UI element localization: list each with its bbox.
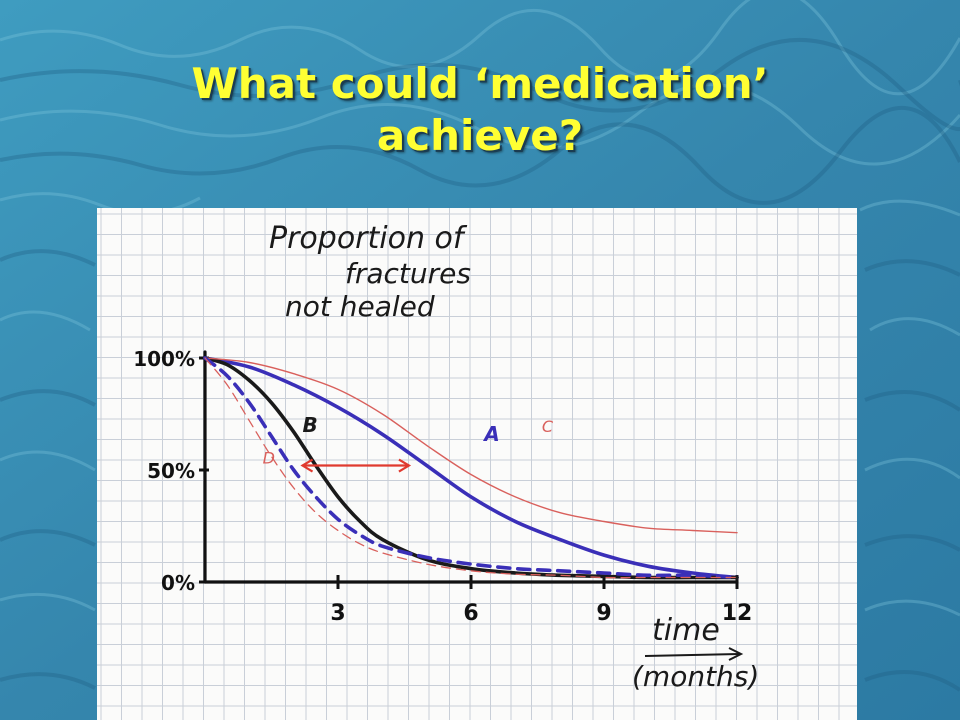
ylabel-line-3: not healed — [285, 290, 435, 323]
y-tick-label: 0% — [161, 571, 195, 595]
ylabel-line-2: fractures — [345, 257, 471, 290]
paper-background — [97, 208, 857, 720]
series-c-label: C — [542, 417, 554, 436]
y-tick-label: 50% — [147, 459, 195, 483]
annotation-group — [300, 458, 412, 473]
series-b-line — [203, 356, 739, 580]
x-tick-label: 3 — [330, 601, 345, 626]
series-a-line — [203, 356, 739, 580]
x-tick-label: 9 — [596, 601, 611, 626]
title-line-2: achieve? — [376, 111, 584, 160]
series-d-line — [204, 357, 738, 579]
arrow-head-right — [398, 458, 412, 473]
arrow-head-left — [300, 458, 314, 473]
xlabel: time — [652, 613, 720, 648]
axes: 100% 50% 0% 3 6 9 12 — [133, 347, 752, 626]
ylabel-line-1: Proportion of — [269, 221, 468, 256]
title-line-1: What could ‘medication’ — [191, 59, 769, 108]
series-dashed-line — [203, 356, 739, 580]
y-tick-label: 100% — [133, 347, 195, 371]
series-d-label: D — [263, 448, 275, 467]
time-arrow — [644, 647, 744, 661]
series-a-label: A — [482, 422, 499, 446]
x-tick-label: 6 — [463, 601, 478, 626]
x-tick-label: 12 — [722, 601, 753, 626]
series-b-label: B — [303, 413, 318, 437]
double-arrow-annotation — [300, 458, 412, 473]
slide-title: What could ‘medication’ achieve? — [0, 58, 960, 162]
xlabel-sub: (months) — [632, 660, 759, 693]
series-group: A B C D — [203, 356, 739, 580]
series-c-line — [204, 357, 738, 534]
chart-paper: Proportion of fractures not healed 100% 5… — [97, 208, 857, 720]
